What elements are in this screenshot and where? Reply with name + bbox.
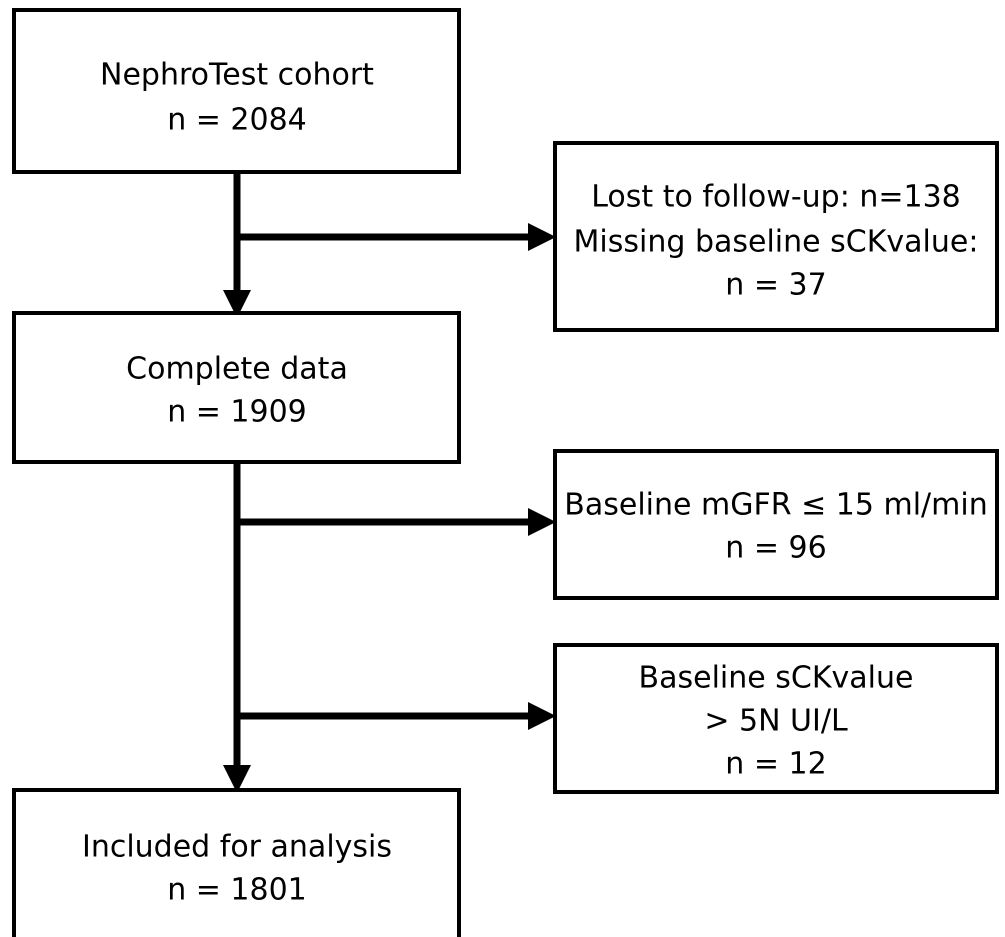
box-text: n = 1909 <box>167 395 307 430</box>
box <box>553 643 999 794</box>
box <box>12 8 461 174</box>
box <box>553 449 999 600</box>
box <box>12 788 461 937</box>
box-text: > 5N UI/L <box>704 704 848 739</box>
box <box>12 311 461 464</box>
box-text: n = 96 <box>725 531 826 566</box>
box-text: Baseline mGFR ≤ 15 ml/min <box>564 488 987 523</box>
box-text: Baseline sCKvalue <box>639 661 914 696</box>
box-text: Lost to follow-up: n=138 <box>591 180 961 215</box>
box-text: Complete data <box>126 352 348 387</box>
box-text: Included for analysis <box>82 830 392 865</box>
box <box>553 141 999 332</box>
box-text: n = 1801 <box>167 873 307 908</box>
box-text: n = 12 <box>725 747 826 782</box>
box-text: NephroTest cohort <box>100 58 374 93</box>
box-text: Missing baseline sCKvalue: <box>574 225 979 260</box>
box-text: n = 2084 <box>167 103 307 138</box>
box-text: n = 37 <box>725 268 826 303</box>
